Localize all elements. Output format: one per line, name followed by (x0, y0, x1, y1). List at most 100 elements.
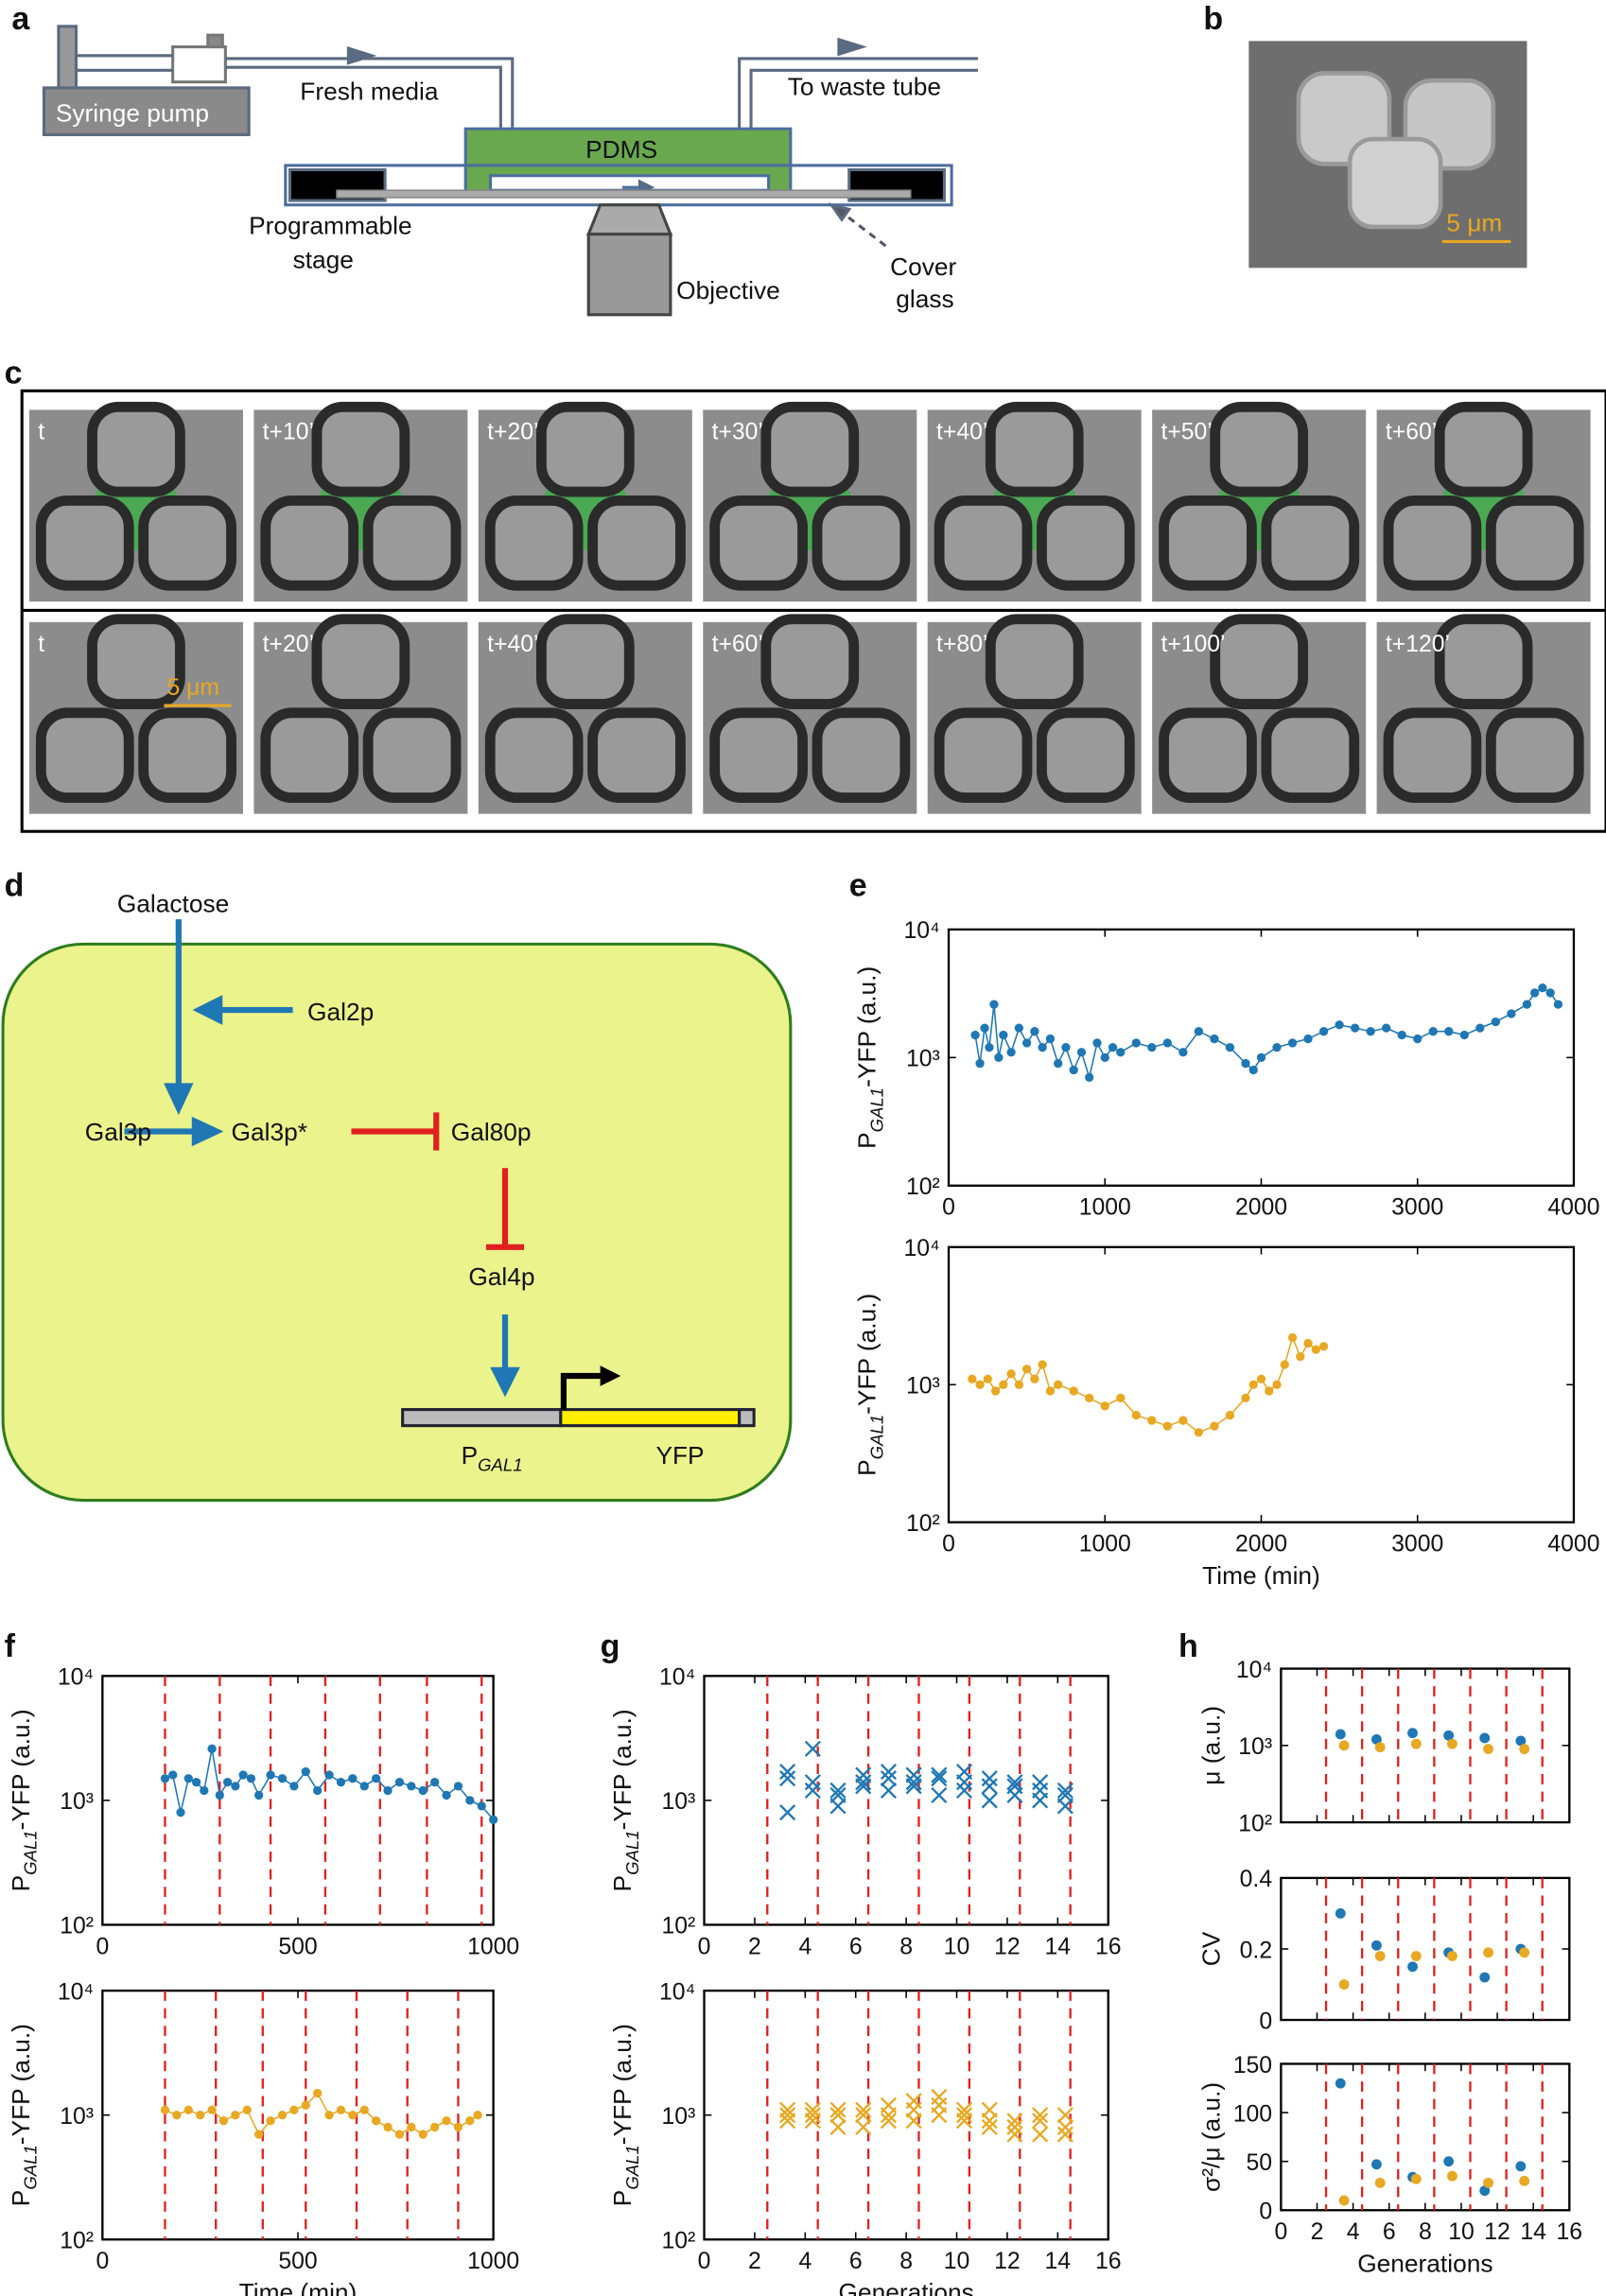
point (301, 1766, 310, 1777)
y-axis-label: PGAL1-YFP (a.u.) (608, 1709, 642, 1891)
panel-label: h (1178, 1628, 1198, 1664)
point (1479, 1972, 1491, 1983)
point (931, 2088, 948, 2106)
y-tick-label: 10⁴ (1236, 1658, 1272, 1683)
x-tick-label: 14 (1045, 1934, 1072, 1959)
point (1335, 1729, 1346, 1740)
point (1194, 1027, 1204, 1036)
label: YFP (655, 1441, 704, 1470)
point (955, 1782, 973, 1800)
point (1444, 1027, 1454, 1036)
y-tick-label: 10² (906, 1511, 940, 1537)
frame: t+50’ (1152, 401, 1367, 602)
point (1296, 1351, 1305, 1362)
y-axis-label: PGAL1-YFP (a.u.) (7, 1709, 41, 1891)
pillar (1434, 401, 1533, 497)
y-axis-label: σ²/μ (a.u.) (1196, 2082, 1225, 2192)
series-line (974, 986, 1560, 1081)
point (1443, 2156, 1455, 2167)
x-tick-label: 2 (748, 1934, 761, 1959)
y-tick-label: 10² (60, 1914, 94, 1939)
point (905, 1774, 922, 1791)
point (1248, 1380, 1258, 1389)
pillar (311, 614, 410, 709)
y-axis-label: PGAL1-YFP (a.u.) (853, 966, 887, 1149)
pillar (535, 614, 635, 709)
x-axis-label: Time (min) (239, 2278, 358, 2296)
x-tick-label: 3000 (1391, 1532, 1443, 1557)
pillar (138, 707, 236, 804)
point (1014, 1023, 1024, 1033)
y-axis-label: CV (1196, 1931, 1225, 1966)
point (324, 2111, 334, 2120)
y-axis-label: μ (a.u.) (1196, 1706, 1225, 1785)
frame: t+60’ (703, 614, 917, 814)
point (1410, 2173, 1422, 2184)
point (931, 1766, 948, 1783)
point (1459, 1030, 1469, 1040)
point (231, 1782, 240, 1791)
point (1338, 1979, 1350, 1990)
x-tick-label: 14 (1520, 2219, 1546, 2245)
point (880, 2107, 897, 2124)
label: Galactose (117, 889, 229, 917)
x-tick-label: 10 (944, 1934, 970, 1959)
point (1021, 1038, 1032, 1048)
x-tick-label: 14 (1045, 2249, 1072, 2274)
point (1045, 1386, 1056, 1396)
point (183, 2105, 193, 2114)
point (1131, 1038, 1141, 1048)
y-tick-label: 10⁴ (904, 1236, 940, 1261)
y-axis-label: PGAL1-YFP (a.u.) (7, 2024, 41, 2206)
point (1116, 1048, 1126, 1057)
point (989, 1000, 999, 1009)
point (1366, 1027, 1375, 1036)
point (488, 1815, 498, 1824)
point (429, 1778, 440, 1787)
point (1256, 1052, 1266, 1062)
x-tick-label: 6 (849, 1934, 863, 1959)
point (1006, 2126, 1023, 2143)
pillar (35, 707, 134, 804)
chart: 10² 10³ 10⁴ 0 1000 2000 3000 4000 PGAL1-YFP (a.u… (853, 918, 1600, 1221)
frame-label: t+10’ (263, 419, 314, 444)
pillar (587, 495, 686, 591)
point (172, 2111, 182, 2120)
point (1428, 1027, 1438, 1036)
point (200, 1785, 209, 1796)
y-tick-label: 10² (60, 2229, 94, 2254)
point (1248, 1065, 1258, 1075)
point (1178, 1416, 1188, 1425)
point (1030, 1374, 1039, 1383)
pillar (1210, 401, 1309, 497)
point (855, 2118, 872, 2135)
point (955, 2107, 973, 2124)
point (1069, 1386, 1078, 1396)
frame-label: t+40’ (487, 632, 538, 657)
label: Programmable (249, 212, 411, 240)
y-axis-label: P (7, 1875, 35, 1892)
point (207, 2105, 217, 2114)
pillar (1159, 707, 1257, 804)
label: Gal3p* (232, 1118, 307, 1146)
x-tick-label: 16 (1095, 1934, 1122, 1959)
point (1092, 1038, 1102, 1048)
setup-diagram (42, 25, 978, 317)
label: PGAL1 (462, 1441, 523, 1475)
y-tick-label: 0 (1259, 2200, 1272, 2225)
point (383, 1785, 393, 1796)
point (1030, 1027, 1039, 1036)
point (418, 2130, 428, 2139)
point (238, 1770, 248, 1780)
y-axis-label: GAL1 (622, 1830, 642, 1874)
point (1210, 1421, 1219, 1431)
y-axis-label: P (608, 1875, 637, 1892)
x-tick-label: 4 (798, 2249, 812, 2274)
point (1032, 2126, 1049, 2143)
frame-label: t+30’ (712, 419, 763, 444)
point (779, 1763, 796, 1781)
point (1210, 1034, 1219, 1044)
x-tick-label: 4 (798, 1934, 812, 1959)
point (1374, 1951, 1386, 1961)
